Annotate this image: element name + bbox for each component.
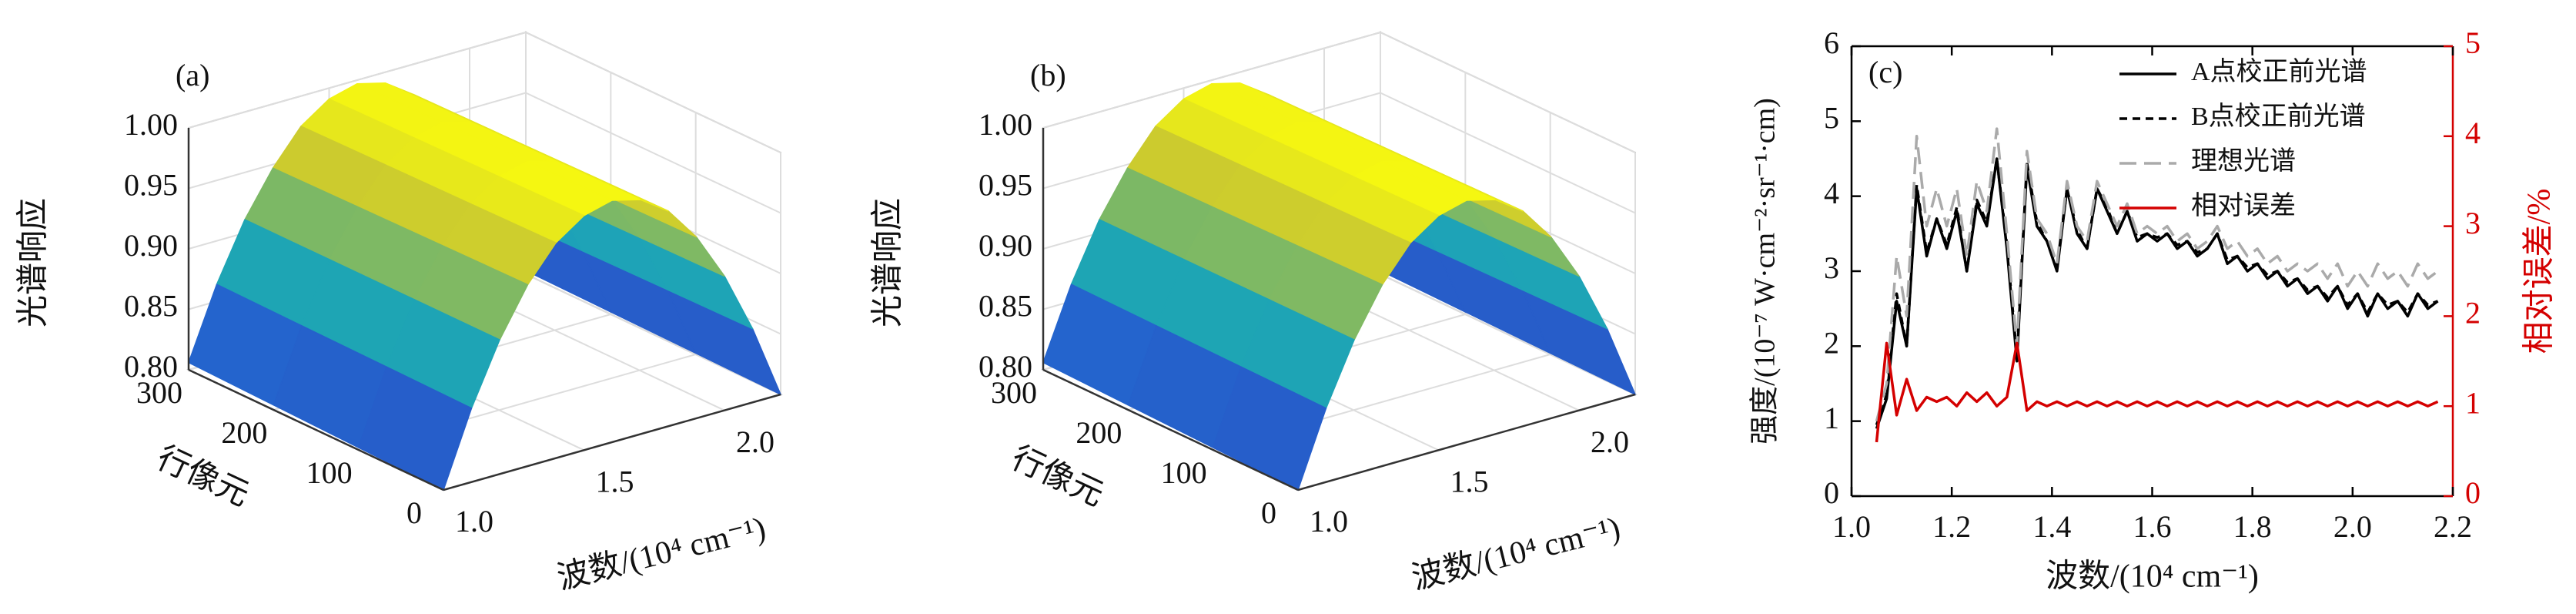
y-tick-label: 1: [1824, 401, 1839, 435]
x-tick-label: 2.0: [1591, 424, 1629, 459]
z-tick-label: 1.00: [124, 107, 178, 142]
y-tick-label: 200: [221, 415, 267, 450]
y2-tick-label: 4: [2465, 116, 2481, 150]
y-tick-label: 200: [1076, 415, 1122, 450]
panel-label: (a): [176, 58, 209, 92]
grid-line: [525, 92, 781, 214]
legend-label: 相对误差: [2191, 191, 2296, 220]
z-tick-label: 0.85: [979, 289, 1032, 324]
surface-patch: [357, 366, 473, 491]
x-axis-label: 波数/(10⁴ cm⁻¹): [554, 511, 769, 597]
surface-patch: [1212, 366, 1327, 491]
y-tick-label: 0: [1261, 495, 1276, 530]
x-tick-label: 1.2: [1932, 509, 1971, 544]
grid-line: [1380, 32, 1636, 153]
y2-tick-label: 0: [2465, 475, 2481, 510]
axis-line: [1297, 393, 1636, 492]
y2-tick-label: 1: [2465, 385, 2481, 420]
z-tick-label: 0.95: [979, 168, 1032, 203]
legend-label: B点校正前光谱: [2191, 102, 2366, 131]
z-tick-label: 0.80: [979, 349, 1032, 384]
y-tick-label: 6: [1824, 25, 1839, 60]
x-tick-label: 1.5: [596, 465, 634, 499]
z-axis-label: 光谱响应: [870, 198, 906, 327]
x-tick-label: 1.4: [2032, 509, 2071, 544]
grid-line: [188, 32, 527, 129]
x-tick-label: 2.0: [736, 424, 774, 459]
x-tick-label: 1.6: [2133, 509, 2172, 544]
y-tick-label: 5: [1824, 101, 1839, 136]
axis-line: [443, 393, 781, 492]
z-tick-label: 0.95: [124, 168, 178, 203]
y-axis-label: 行像元: [152, 440, 255, 513]
y2-axis-label: 相对误差/%: [2522, 189, 2558, 354]
y-tick-label: 100: [306, 455, 353, 490]
axis-line: [1042, 368, 1299, 492]
y-tick-label: 100: [1161, 455, 1207, 490]
x-axis-label: 波数/(10⁴ cm⁻¹): [2046, 559, 2259, 595]
grid-line: [525, 32, 781, 153]
series-line: [1875, 341, 2439, 443]
series-line: [1875, 157, 2439, 426]
legend-label: A点校正前光谱: [2191, 57, 2367, 86]
x-tick-label: 1.5: [1450, 465, 1489, 499]
y-tick-label: 0: [406, 495, 422, 530]
y-tick-label: 3: [1824, 250, 1839, 285]
series-line: [1875, 157, 2439, 429]
y-tick-label: 2: [1824, 326, 1839, 361]
y2-tick-label: 5: [2465, 25, 2481, 60]
x-tick-label: 1.0: [1832, 509, 1871, 544]
series-line: [1875, 127, 2439, 422]
z-tick-label: 1.00: [979, 107, 1032, 142]
z-tick-label: 0.85: [124, 289, 178, 324]
z-axis-label: 光谱响应: [15, 198, 52, 327]
axis-line: [188, 368, 444, 492]
y-tick-label: 300: [136, 375, 182, 410]
z-tick-label: 0.90: [124, 228, 178, 263]
panel-label: (b): [1030, 58, 1066, 92]
legend-label: 理想光谱: [2191, 146, 2296, 176]
x-tick-label: 2.0: [2333, 509, 2372, 544]
grid-line: [1380, 92, 1636, 214]
y-axis-label: 强度/(10⁻⁷ W·cm⁻²·sr⁻¹·cm): [1749, 98, 1781, 445]
y2-tick-label: 3: [2465, 206, 2481, 240]
grid-line: [1042, 32, 1381, 129]
y-tick-label: 0: [1824, 475, 1839, 510]
z-tick-label: 0.90: [979, 228, 1032, 263]
y-axis-label: 行像元: [1006, 440, 1109, 513]
y-tick-label: 300: [991, 375, 1037, 410]
y2-tick-label: 2: [2465, 296, 2481, 330]
panel-label: (c): [1868, 55, 1902, 89]
z-tick-label: 0.80: [124, 349, 178, 384]
x-tick-label: 1.0: [1310, 504, 1348, 539]
y-tick-label: 4: [1824, 176, 1839, 210]
x-tick-label: 2.2: [2434, 509, 2472, 544]
x-tick-label: 1.8: [2233, 509, 2272, 544]
x-tick-label: 1.0: [455, 504, 493, 539]
x-axis-label: 波数/(10⁴ cm⁻¹): [1408, 511, 1624, 597]
